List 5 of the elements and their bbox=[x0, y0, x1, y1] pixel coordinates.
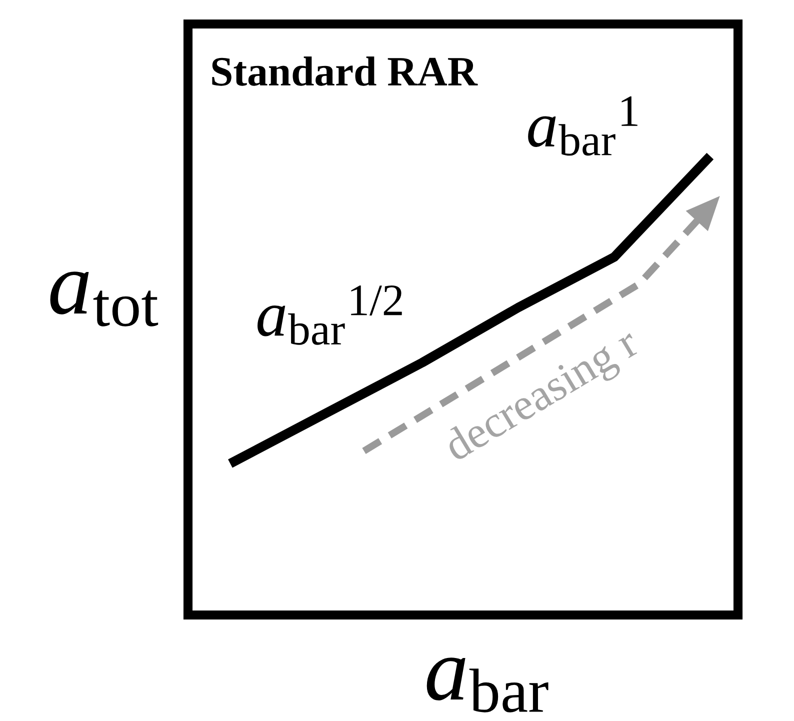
x-axis-title: a$_{bar}$ bbox=[426, 658, 548, 712]
annotation: a$_{bar}$$^{1/2}$ bbox=[258, 285, 402, 345]
chart-title: Standard RAR bbox=[212, 56, 478, 86]
text: a$_{bar}$$^{1}$ bbox=[528, 96, 638, 156]
y-axis-title: a$_{tot}$ bbox=[50, 272, 158, 326]
